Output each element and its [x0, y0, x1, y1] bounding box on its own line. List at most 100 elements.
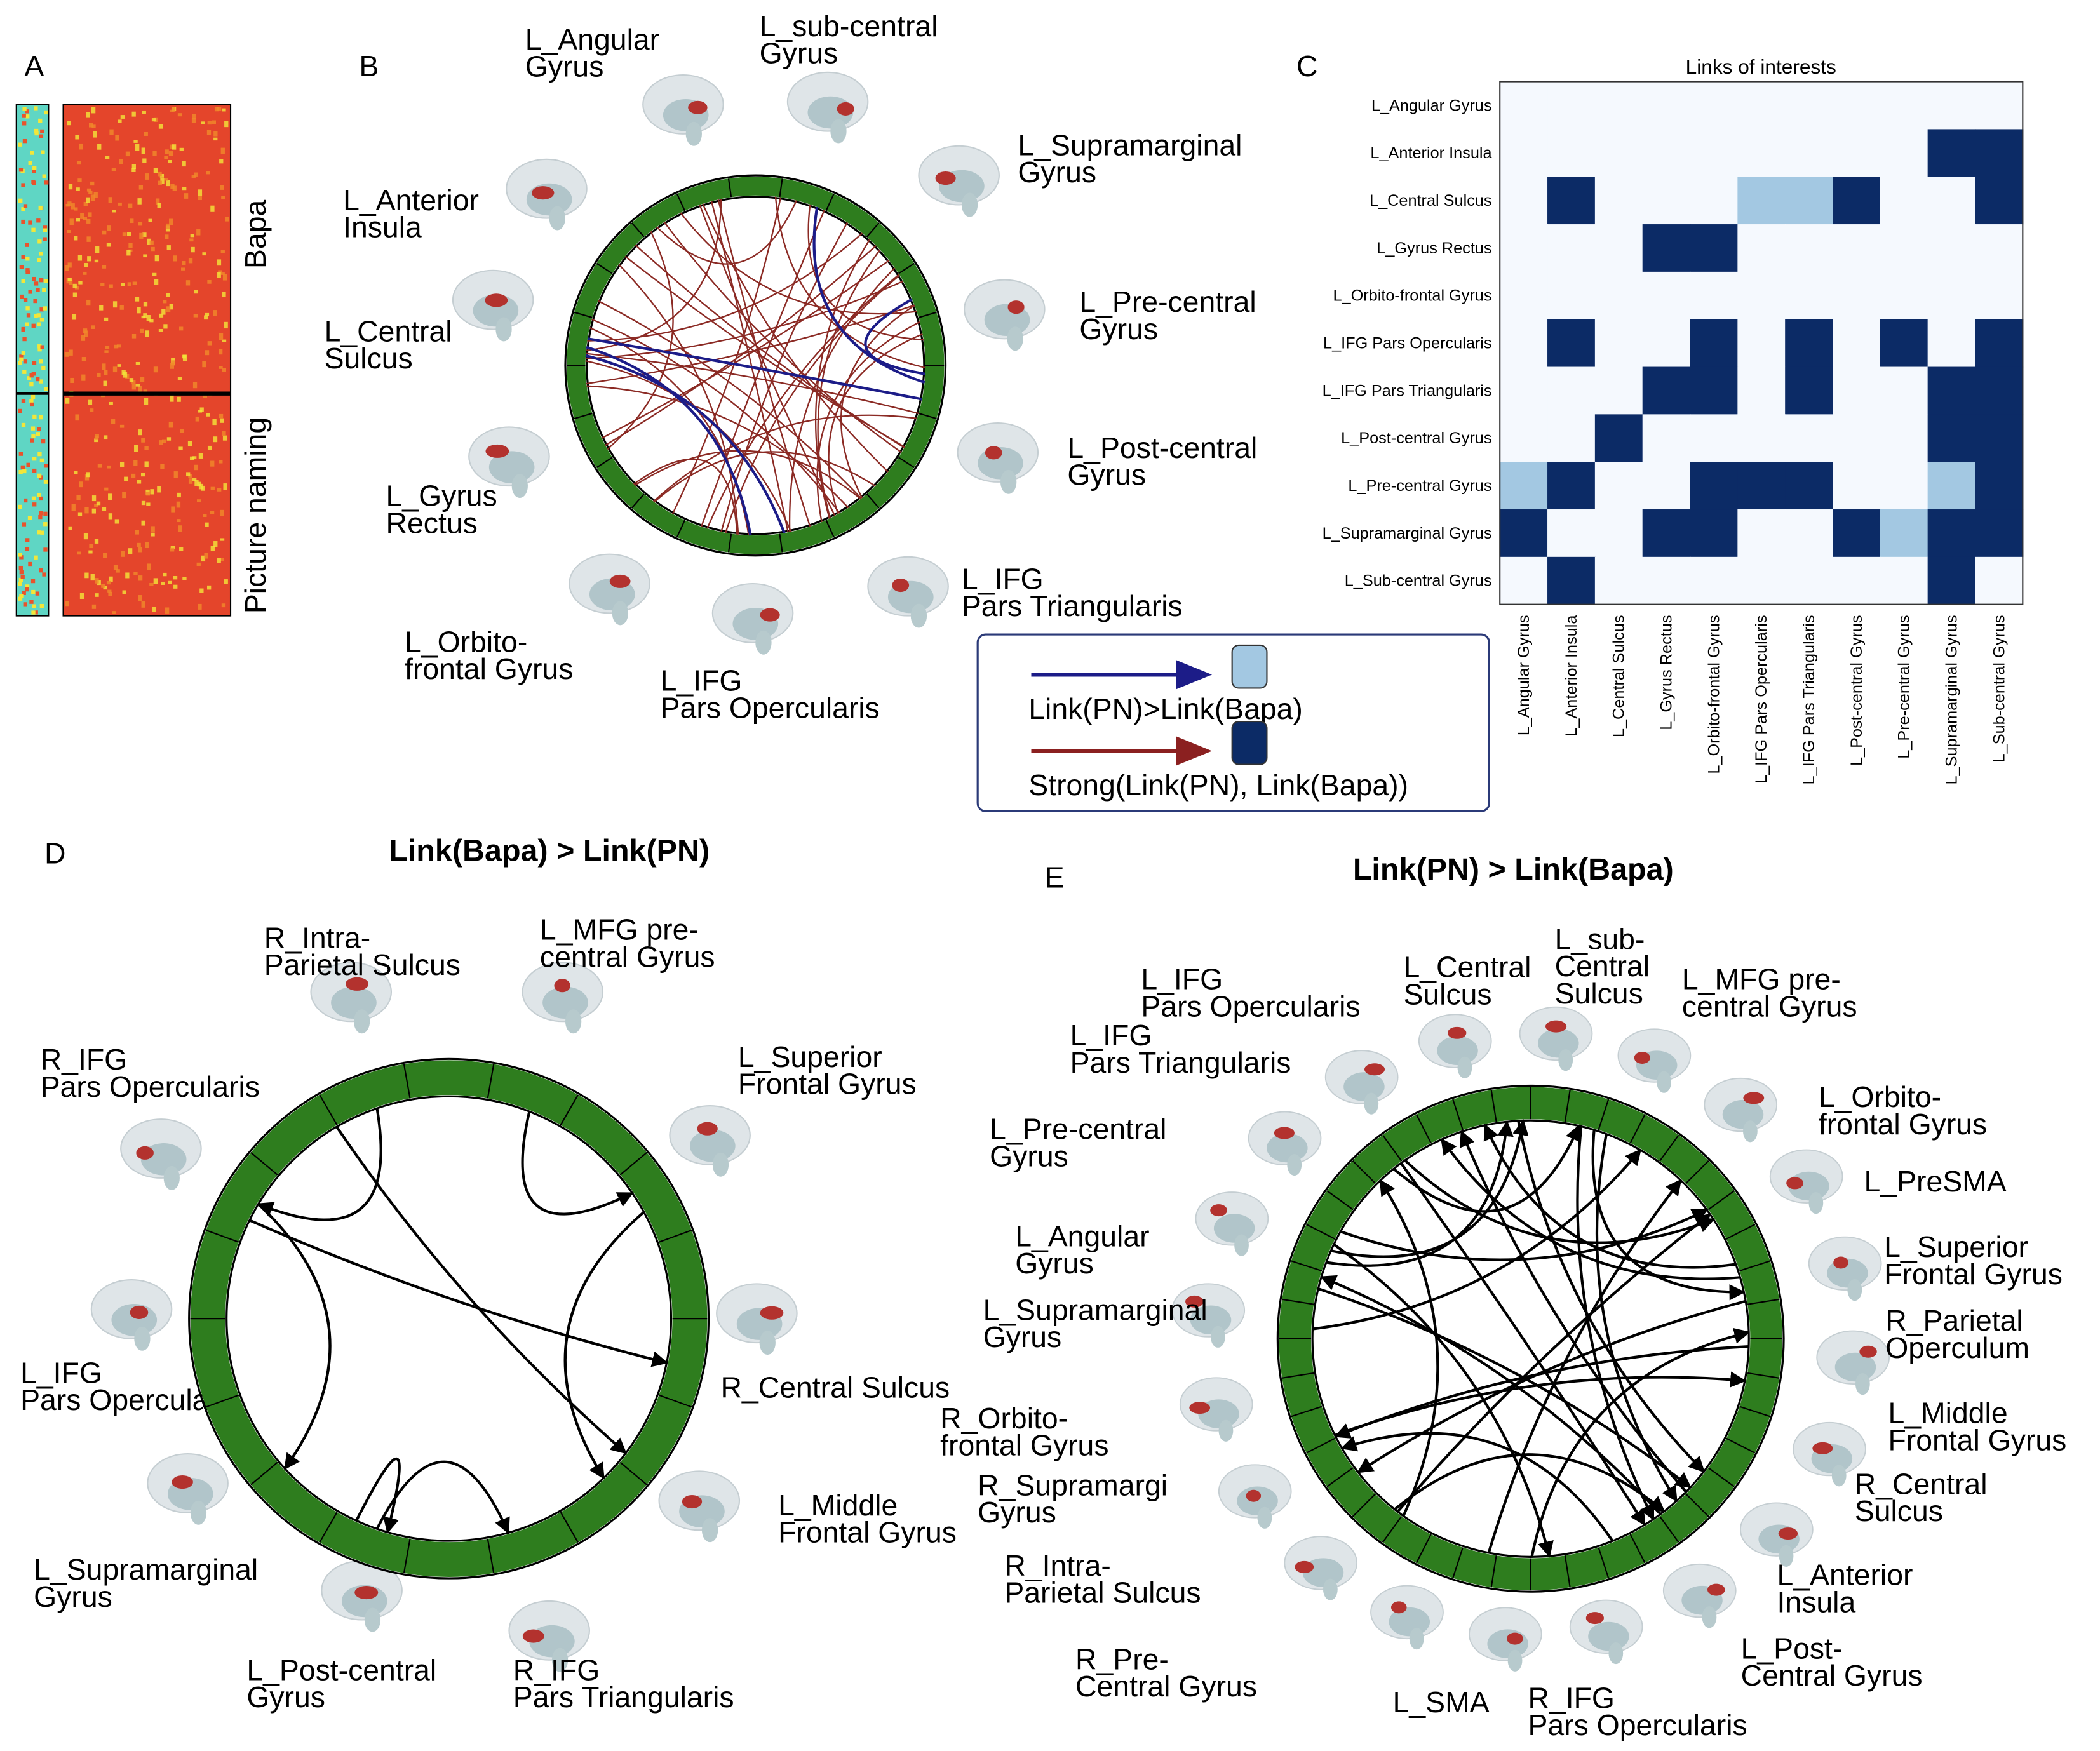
heatmap-cell	[204, 315, 208, 320]
heatmap-cell	[104, 487, 109, 491]
row-label: L_IFG Pars Opercularis	[1323, 335, 1492, 352]
matrix-cell	[1785, 462, 1834, 511]
chord	[1319, 1275, 1662, 1515]
heatmap-cell	[68, 184, 73, 190]
heatmap-cell	[88, 190, 93, 194]
brain-stem	[910, 603, 927, 628]
region-label: L_MFG pre-	[1682, 963, 1841, 996]
matrix-cell	[1737, 366, 1786, 415]
heatmap-cell	[39, 496, 43, 501]
heatmap-cell	[39, 415, 43, 420]
heatmap-cell	[22, 138, 27, 144]
heatmap-cell	[109, 129, 114, 135]
brain-region	[682, 1494, 703, 1509]
brain-stem	[551, 1647, 569, 1672]
heatmap-cell	[78, 281, 83, 285]
heatmap-cell	[220, 538, 225, 541]
chord	[725, 274, 900, 533]
heatmap-cell	[23, 498, 28, 503]
heatmap-cell	[104, 370, 108, 375]
brain-region	[1707, 1583, 1725, 1596]
heatmap-cell	[164, 178, 168, 181]
heatmap-cell	[18, 408, 22, 413]
brain-stem	[685, 121, 702, 146]
heatmap-cell	[83, 328, 88, 333]
ring-divider	[205, 1230, 239, 1243]
region-label: R_Central Sulcus	[720, 1371, 950, 1404]
brain-stem	[134, 1326, 151, 1351]
region-label: L_IFG	[1141, 963, 1223, 996]
heatmap-cell	[182, 577, 187, 580]
heatmap-cell	[162, 439, 166, 443]
region-label: Rectus	[386, 506, 478, 539]
heatmap-cell	[93, 192, 98, 198]
heatmap-cell	[143, 313, 147, 318]
region-label: Pars Opercularis	[1141, 990, 1360, 1023]
ring-divider	[918, 412, 937, 420]
heatmap-cell	[91, 325, 96, 329]
heatmap-cell	[108, 493, 112, 500]
chord	[1396, 1213, 1712, 1513]
matrix-cell	[1737, 224, 1786, 272]
matrix-cell	[1594, 366, 1643, 415]
heatmap-cell	[194, 290, 198, 294]
heatmap-cell	[157, 203, 161, 208]
panel-label: D	[44, 837, 65, 870]
matrix-cell	[1975, 271, 2024, 320]
ring-divider	[1685, 1493, 1709, 1517]
heatmap-cell	[123, 372, 128, 378]
row-label: L_Supramarginal Gyrus	[1323, 525, 1492, 542]
heatmap-cell	[88, 550, 93, 554]
heatmap-cell	[222, 108, 226, 112]
heatmap-cell	[31, 372, 36, 376]
heatmap-cell	[158, 171, 162, 177]
matrix-cell	[1500, 556, 1549, 605]
heatmap-cell	[43, 511, 48, 516]
brain-icon	[1418, 1014, 1492, 1078]
heatmap-cell	[21, 279, 25, 283]
heatmap-cell	[44, 110, 48, 115]
heatmap-cell	[18, 142, 22, 147]
region-label: Gyrus	[983, 1320, 1062, 1353]
heatmap-cell	[135, 384, 140, 387]
brain-stem	[712, 1152, 729, 1177]
heatmap-cell	[84, 330, 88, 337]
heatmap-cell	[83, 263, 88, 267]
matrix-cell	[1547, 319, 1596, 368]
heatmap-cell	[94, 436, 99, 440]
brain-region	[1743, 1092, 1765, 1104]
heatmap-cell	[135, 530, 139, 535]
row-label: L_Post-central Gyrus	[1341, 429, 1491, 447]
region-label: Insula	[343, 211, 422, 244]
heatmap-cell	[177, 492, 181, 498]
chord	[586, 304, 915, 385]
heatmap-cell	[21, 207, 25, 211]
heatmap-cell	[145, 542, 149, 549]
heatmap-cell	[168, 580, 172, 584]
chord	[1326, 1120, 1514, 1267]
axis-label: Picture naming	[239, 417, 272, 614]
ring-divider	[1306, 1223, 1336, 1240]
region-label: L_MFG pre-	[540, 913, 699, 946]
heatmap-cell	[37, 257, 41, 262]
region-label: R_Supramargi	[978, 1468, 1168, 1501]
chord	[521, 1111, 634, 1216]
heatmap-cell	[34, 281, 39, 286]
heatmap-cell	[43, 279, 48, 283]
heatmap-cell	[119, 424, 125, 428]
heatmap-cell	[205, 522, 209, 527]
heatmap-cell	[217, 272, 221, 278]
heatmap-cell	[154, 255, 159, 262]
heatmap-cell	[103, 553, 107, 558]
heatmap-cell	[149, 240, 154, 246]
heatmap-cell	[138, 386, 142, 392]
heatmap-cell	[41, 150, 45, 154]
heatmap-cell	[23, 297, 28, 302]
brain-stem	[1234, 1234, 1249, 1256]
matrix-cell	[1642, 509, 1691, 558]
matrix-cell	[1737, 129, 1786, 178]
brain-stem	[163, 1165, 180, 1190]
brain-icon	[1248, 1111, 1322, 1176]
chord	[1440, 1138, 1740, 1280]
legend-arrowhead	[1176, 660, 1213, 690]
